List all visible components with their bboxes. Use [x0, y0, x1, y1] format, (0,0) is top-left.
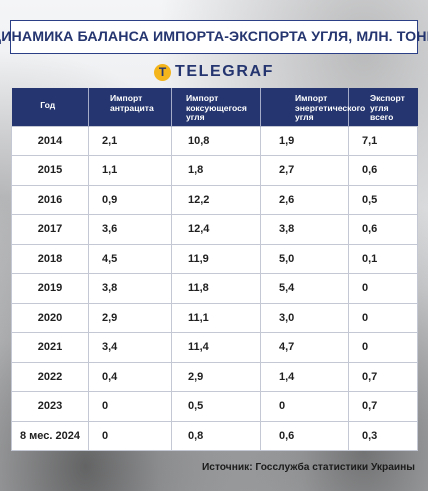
value-cell: 2,9	[88, 302, 172, 333]
column-header-0: Год	[11, 88, 89, 126]
column-header-2: Импорт коксующегося угля	[171, 88, 261, 126]
year-cell: 2021	[11, 332, 89, 363]
page-title: ДИНАМИКА БАЛАНСА ИМПОРТА-ЭКСПОРТА УГЛЯ, …	[0, 29, 428, 45]
year-cell: 2017	[11, 214, 89, 245]
value-cell: 3,0	[260, 302, 349, 333]
column-header-3: Импорт энергетического угля	[260, 88, 365, 126]
table-row: 2014 2,1 10,8 1,9 7,1	[11, 125, 418, 156]
value-cell: 3,4	[88, 332, 172, 363]
value-cell: 11,1	[171, 302, 261, 333]
year-cell: 2016	[11, 184, 89, 215]
value-cell: 0,1	[348, 243, 418, 274]
value-cell: 11,4	[171, 332, 261, 363]
table-row: 2017 3,6 12,4 3,8 0,6	[11, 214, 418, 245]
value-cell: 4,7	[260, 332, 349, 363]
value-cell: 3,8	[260, 214, 349, 245]
value-cell: 3,8	[88, 273, 172, 304]
value-cell: 0	[88, 391, 172, 422]
value-cell: 0,7	[348, 391, 418, 422]
column-header-4: Экспорт угля всего	[348, 88, 418, 126]
column-header-1: Импорт антрацита	[88, 88, 172, 126]
value-cell: 1,1	[88, 155, 172, 186]
coal-balance-table: Год Импорт антрацита Импорт коксующегося у…	[11, 88, 418, 451]
table-row: 2015 1,1 1,8 2,7 0,6	[11, 155, 418, 186]
table-row: 2021 3,4 11,4 4,7 0	[11, 332, 418, 363]
value-cell: 1,8	[171, 155, 261, 186]
year-cell: 2022	[11, 361, 89, 392]
year-cell: 2023	[11, 391, 89, 422]
table-row: 2019 3,8 11,8 5,4 0	[11, 273, 418, 304]
value-cell: 0,9	[88, 184, 172, 215]
value-cell: 2,7	[260, 155, 349, 186]
table-row: 2020 2,9 11,1 3,0 0	[11, 302, 418, 333]
value-cell: 0	[348, 332, 418, 363]
source-note: Источник: Госслужба статистики Украины	[201, 462, 415, 473]
telegraf-logo-icon: T	[153, 63, 171, 81]
table-header-row: Год Импорт антрацита Импорт коксующегося у…	[11, 88, 418, 126]
year-cell: 2019	[11, 273, 89, 304]
value-cell: 4,5	[88, 243, 172, 274]
value-cell: 2,9	[171, 361, 261, 392]
value-cell: 0,5	[348, 184, 418, 215]
table-row: 2023 0 0,5 0 0,7	[11, 391, 418, 422]
value-cell: 0	[260, 391, 349, 422]
value-cell: 0	[348, 273, 418, 304]
table-row: 2018 4,5 11,9 5,0 0,1	[11, 243, 418, 274]
value-cell: 0,6	[348, 155, 418, 186]
value-cell: 0,5	[171, 391, 261, 422]
value-cell: 5,0	[260, 243, 349, 274]
year-cell: 2018	[11, 243, 89, 274]
value-cell: 7,1	[348, 125, 418, 156]
value-cell: 0,4	[88, 361, 172, 392]
value-cell: 1,4	[260, 361, 349, 392]
value-cell: 0,7	[348, 361, 418, 392]
value-cell: 0	[348, 302, 418, 333]
telegraf-logo: T TELEGRAF	[0, 61, 428, 83]
table-row: 2016 0,9 12,2 2,6 0,5	[11, 184, 418, 215]
value-cell: 0,3	[348, 420, 418, 451]
value-cell: 11,9	[171, 243, 261, 274]
telegraf-logo-text: TELEGRAF	[174, 63, 275, 80]
table-row: 8 мес. 2024 0 0,8 0,6 0,3	[11, 420, 418, 451]
value-cell: 2,6	[260, 184, 349, 215]
value-cell: 0,6	[348, 214, 418, 245]
value-cell: 11,8	[171, 273, 261, 304]
title-box: ДИНАМИКА БАЛАНСА ИМПОРТА-ЭКСПОРТА УГЛЯ, …	[0, 20, 428, 54]
value-cell: 12,2	[171, 184, 261, 215]
value-cell: 1,9	[260, 125, 349, 156]
year-cell: 2014	[11, 125, 89, 156]
value-cell: 12,4	[171, 214, 261, 245]
value-cell: 5,4	[260, 273, 349, 304]
year-cell: 8 мес. 2024	[11, 420, 89, 451]
year-cell: 2020	[11, 302, 89, 333]
value-cell: 3,6	[88, 214, 172, 245]
table-row: 2022 0,4 2,9 1,4 0,7	[11, 361, 418, 392]
value-cell: 10,8	[171, 125, 261, 156]
value-cell: 0,6	[260, 420, 349, 451]
table-body: 2014 2,1 10,8 1,9 7,1 2015 1,1 1,8 2,7 0,6 2016 0,9…	[11, 125, 418, 451]
year-cell: 2015	[11, 155, 89, 186]
value-cell: 0	[88, 420, 172, 451]
value-cell: 0,8	[171, 420, 261, 451]
value-cell: 2,1	[88, 125, 172, 156]
